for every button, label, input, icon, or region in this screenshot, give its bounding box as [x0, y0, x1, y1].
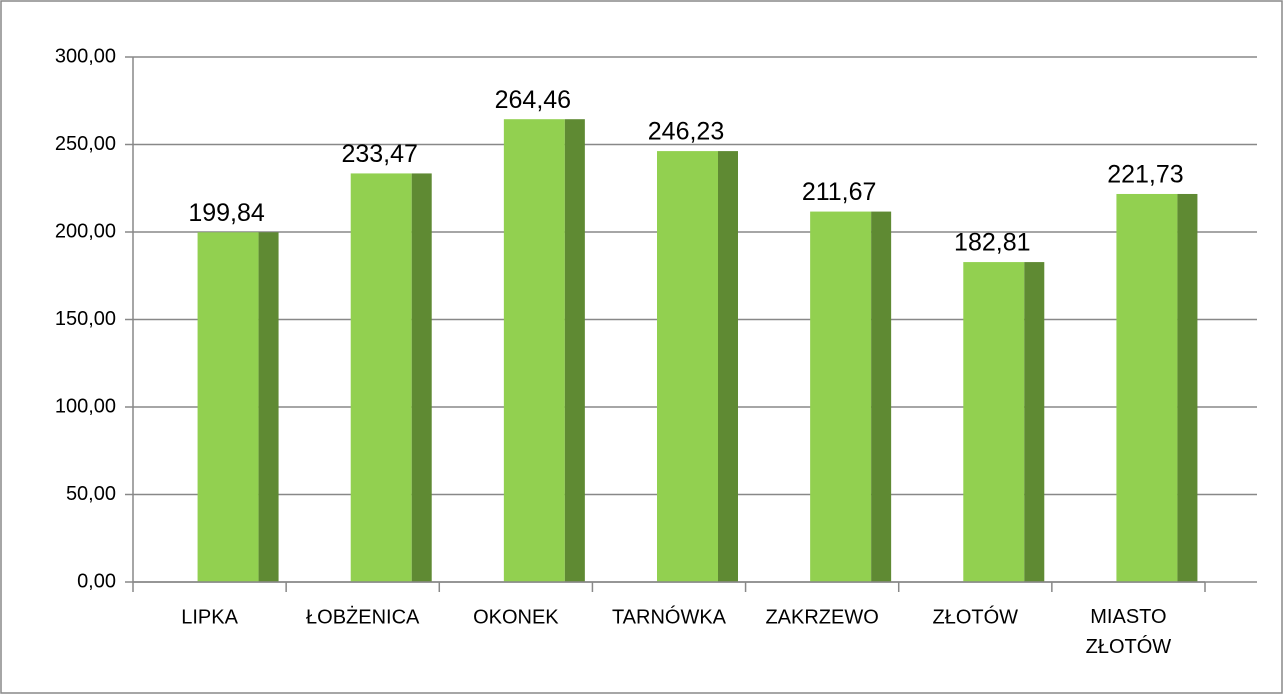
bar — [197, 232, 259, 582]
value-label: 246,23 — [648, 118, 724, 146]
bar-side — [258, 232, 279, 582]
value-label: 221,73 — [1107, 161, 1183, 189]
bar-side — [564, 119, 585, 582]
y-tick-label: 0,00 — [77, 570, 116, 592]
y-tick-label: 50,00 — [66, 483, 116, 505]
bar — [350, 173, 412, 583]
bar-side — [871, 211, 892, 582]
y-tick-label: 250,00 — [55, 133, 116, 155]
bar-side — [718, 151, 738, 582]
x-tick-label: ŁOBŻENICA — [306, 605, 420, 628]
x-tick-label: LIPKA — [181, 606, 238, 628]
bar — [810, 211, 872, 582]
x-tick-label: TARNÓWKA — [612, 605, 727, 628]
value-label: 182,81 — [954, 229, 1030, 257]
bar — [1116, 193, 1178, 582]
bar — [963, 262, 1025, 582]
bar — [503, 119, 565, 582]
y-tick-label: 100,00 — [55, 395, 116, 417]
value-label: 211,67 — [802, 178, 877, 206]
value-label: 264,46 — [495, 86, 571, 114]
y-tick-label: 200,00 — [55, 220, 116, 242]
bar-side — [1177, 193, 1198, 582]
bar — [657, 151, 718, 582]
x-tick-label: OKONEK — [473, 606, 559, 628]
y-tick-label: 300,00 — [55, 45, 116, 67]
bar-side — [1024, 262, 1045, 582]
value-label: 199,84 — [188, 199, 265, 227]
y-tick-label: 150,00 — [55, 308, 116, 330]
x-tick-label: MIASTO ZŁOTÓW — [1086, 606, 1172, 658]
x-tick-label: ZAKRZEWO — [765, 606, 878, 628]
bar-side — [411, 173, 432, 583]
x-tick-label: ZŁOTÓW — [933, 605, 1019, 628]
value-label: 233,47 — [341, 140, 417, 168]
